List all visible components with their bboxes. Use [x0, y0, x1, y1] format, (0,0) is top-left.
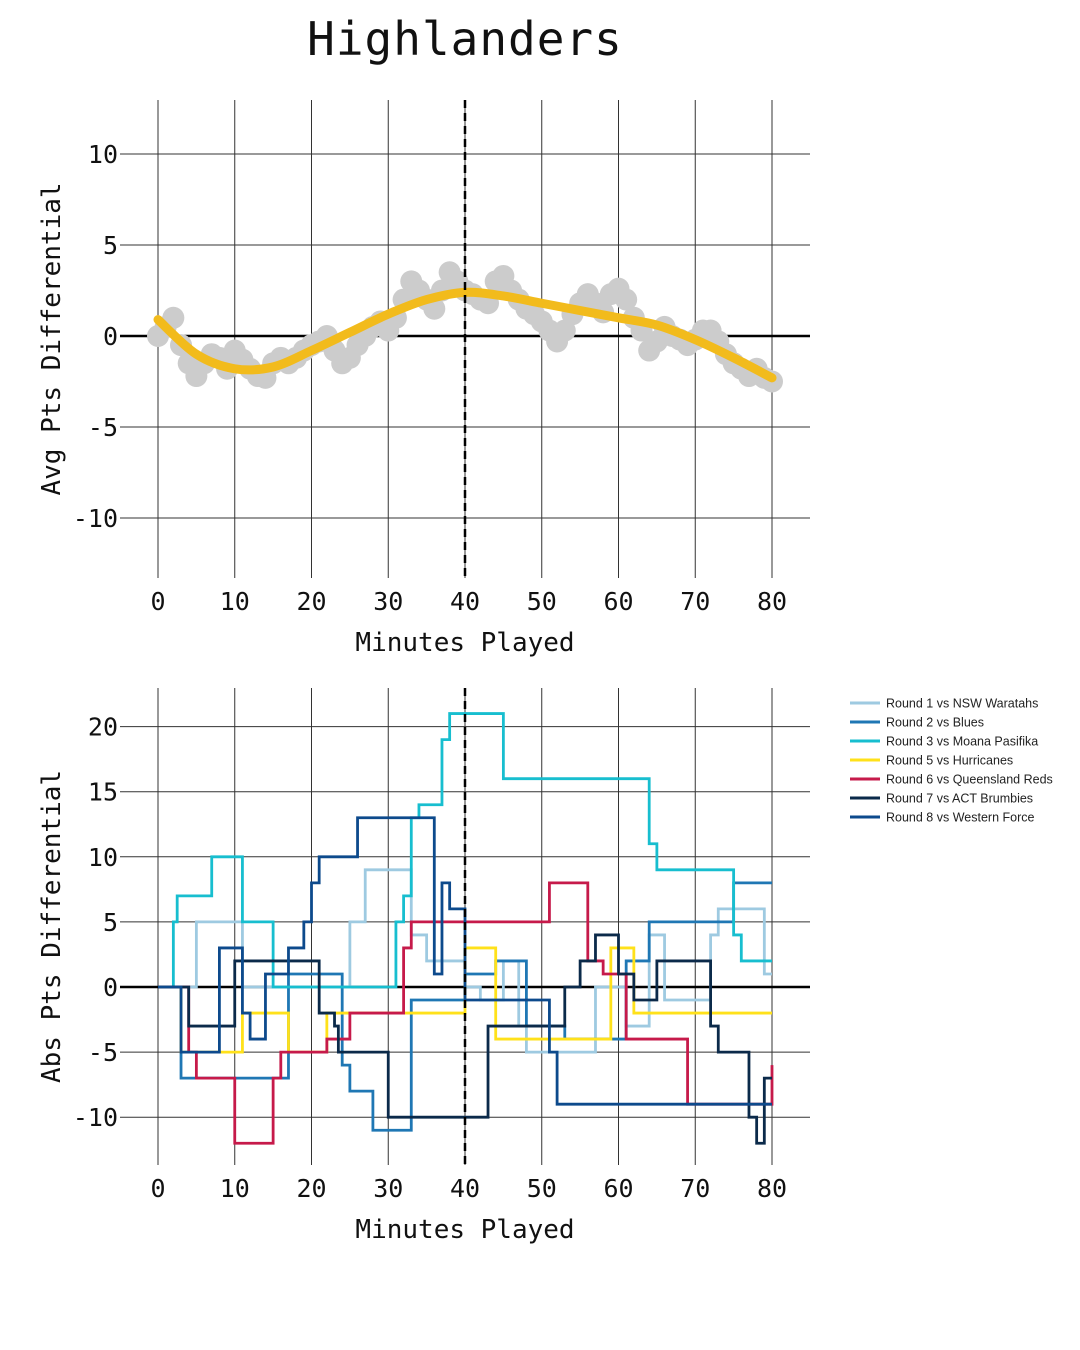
y-tick-label: -10 — [73, 504, 118, 533]
x-tick-label: 70 — [680, 587, 710, 616]
y-axis-title: Avg Pts Differential — [37, 182, 67, 495]
legend-label: Round 2 vs Blues — [886, 716, 984, 730]
x-tick-label: 50 — [527, 1174, 557, 1203]
x-tick-label: 80 — [757, 587, 787, 616]
x-tick-label: 20 — [296, 1174, 326, 1203]
scatter-point — [553, 319, 576, 342]
legend-label: Round 3 vs Moana Pasifika — [886, 735, 1038, 749]
x-tick-label: 10 — [220, 1174, 250, 1203]
x-axis-title: Minutes Played — [355, 1215, 574, 1245]
legend-item[interactable]: Round 8 vs Western Force — [850, 811, 1034, 825]
legend-item[interactable]: Round 7 vs ACT Brumbies — [850, 792, 1033, 806]
x-tick-label: 20 — [296, 587, 326, 616]
x-tick-label: 80 — [757, 1174, 787, 1203]
x-tick-label: 0 — [150, 587, 165, 616]
y-tick-label: 0 — [103, 973, 118, 1002]
legend: Round 1 vs NSW Waratahs Round 2 vs Blues R… — [850, 697, 1053, 825]
legend-item[interactable]: Round 6 vs Queensland Reds — [850, 773, 1053, 787]
plot-2: 0 10 20 30 40 50 60 70 80 -10 -5 0 5 10 15 20 Minutes Pl… — [37, 688, 810, 1245]
scatter-point — [615, 288, 638, 311]
legend-item[interactable]: Round 5 vs Hurricanes — [850, 754, 1013, 768]
y-tick-label: -10 — [73, 1103, 118, 1132]
x-tick-label: 40 — [450, 1174, 480, 1203]
legend-label: Round 5 vs Hurricanes — [886, 754, 1013, 768]
y-tick-label: -5 — [88, 1038, 118, 1067]
x-tick-label: 30 — [373, 1174, 403, 1203]
plot-1: 0 10 20 30 40 50 60 70 80 -10 -5 0 5 10 Minutes Played… — [37, 100, 810, 658]
y-tick-label: 0 — [103, 322, 118, 351]
y-tick-label: 5 — [103, 231, 118, 260]
y-axis-title: Abs Pts Differential — [37, 770, 67, 1083]
legend-item[interactable]: Round 1 vs NSW Waratahs — [850, 697, 1038, 711]
y-tick-label: 20 — [88, 713, 118, 742]
x-tick-label: 30 — [373, 587, 403, 616]
series-line — [158, 881, 774, 1145]
legend-label: Round 6 vs Queensland Reds — [886, 773, 1053, 787]
legend-label: Round 8 vs Western Force — [886, 811, 1034, 825]
x-axis-title: Minutes Played — [355, 628, 574, 658]
legend-label: Round 7 vs ACT Brumbies — [886, 792, 1033, 806]
y-tick-label: 5 — [103, 908, 118, 937]
x-tick-label: 70 — [680, 1174, 710, 1203]
x-tick-label: 0 — [150, 1174, 165, 1203]
x-tick-label: 60 — [603, 587, 633, 616]
x-tick-label: 40 — [450, 587, 480, 616]
y-tick-label: 15 — [88, 778, 118, 807]
legend-item[interactable]: Round 2 vs Blues — [850, 716, 984, 730]
y-tick-label: 10 — [88, 843, 118, 872]
trend-line — [153, 287, 777, 383]
y-tick-label: 10 — [88, 140, 118, 169]
legend-label: Round 1 vs NSW Waratahs — [886, 697, 1038, 711]
x-tick-label: 10 — [220, 587, 250, 616]
x-tick-label: 50 — [527, 587, 557, 616]
legend-item[interactable]: Round 3 vs Moana Pasifika — [850, 735, 1038, 749]
x-tick-label: 60 — [603, 1174, 633, 1203]
page-title: Highlanders — [307, 12, 623, 66]
series-line — [158, 933, 772, 1145]
y-tick-label: -5 — [88, 413, 118, 442]
